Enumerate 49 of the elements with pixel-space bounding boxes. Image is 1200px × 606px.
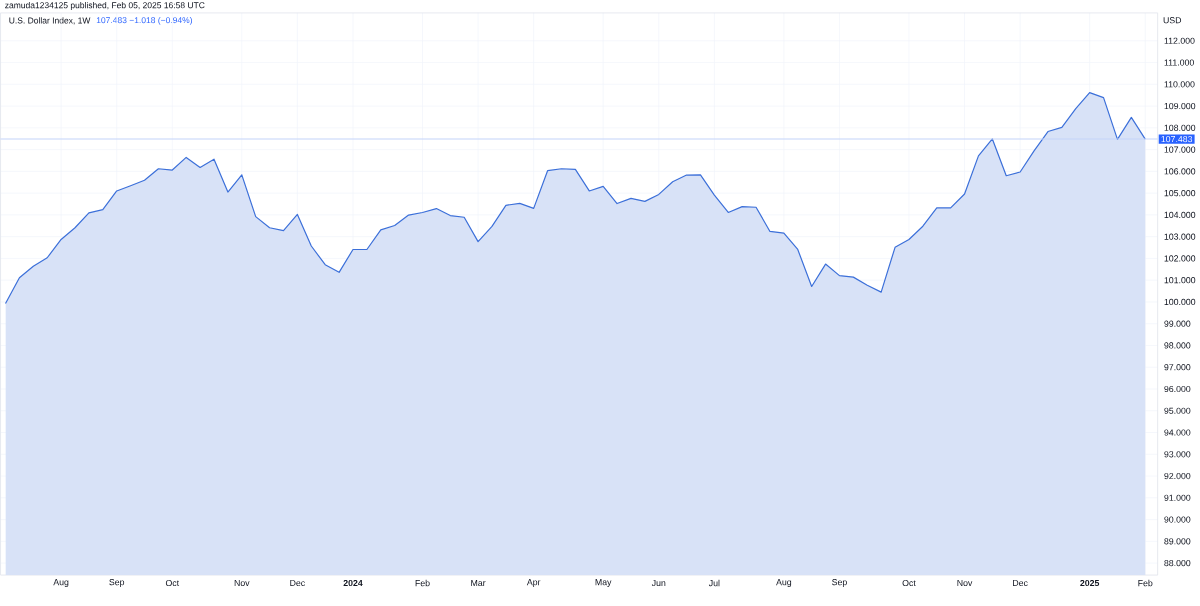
y-tick-label: 106.000 [1164,168,1196,175]
y-tick-label: 111.000 [1164,59,1194,66]
x-tick-label: Apr [526,579,541,587]
y-tick-label: 105.000 [1164,190,1196,197]
x-tick-label: Dec [290,580,305,587]
ref-line-label: 107.483 [1161,136,1193,143]
x-tick-label: Dec [1013,580,1028,587]
x-tick-label: 2025 [1080,579,1100,587]
x-tick-label: Feb [415,579,430,587]
y-tick-label: 100.000 [1164,298,1196,306]
y-axis-title: USD [1163,17,1182,24]
y-tick-label: 109.000 [1164,103,1196,110]
y-tick-label: 92.000 [1164,472,1191,480]
chart-subtitle: 107.483 −1.018 (−0.94%) [96,16,192,25]
y-tick-label: 102.000 [1164,255,1196,262]
x-tick-label: Feb [1138,579,1153,587]
x-tick-label: Mar [471,580,486,587]
x-tick-label: Jul [708,579,720,587]
y-tick-label: 103.000 [1164,233,1196,240]
x-tick-label: Nov [957,580,973,587]
x-tick-label: May [595,579,612,587]
x-tick-label: Aug [53,579,69,587]
y-tick-label: 90.000 [1164,516,1191,523]
y-tick-label: 98.000 [1164,342,1191,349]
y-tick-label: 93.000 [1164,451,1191,458]
y-tick-label: 110.000 [1164,81,1195,88]
x-tick-label: Jun [651,580,666,587]
x-tick-label: Oct [165,579,180,587]
chart-title: U.S. Dollar Index, 1W [9,17,91,25]
y-tick-label: 99.000 [1164,320,1191,327]
x-tick-label: Oct [902,579,916,587]
x-tick-label: Sep [109,579,125,588]
x-tick-label: Sep [832,579,847,588]
y-tick-label: 104.000 [1164,211,1196,219]
x-tick-label: Nov [234,580,250,587]
y-tick-label: 101.000 [1164,277,1196,284]
x-tick-label: 2024 [343,579,363,587]
text: zamuda1234125 published, Feb 05, 2025 16:58 UTC [5,2,205,10]
y-tick-label: 107.000 [1164,146,1196,153]
y-tick-label: 88.000 [1164,560,1191,567]
x-tick-label: Aug [776,579,792,587]
y-tick-label: 95.000 [1164,407,1191,414]
y-tick-label: 91.000 [1164,494,1191,501]
y-tick-label: 108.000 [1164,124,1196,131]
y-tick-label: 112.000 [1164,37,1195,44]
y-tick-label: 96.000 [1164,385,1191,393]
y-tick-label: 89.000 [1164,538,1191,545]
y-tick-label: 94.000 [1164,429,1191,436]
y-tick-label: 97.000 [1164,364,1191,371]
